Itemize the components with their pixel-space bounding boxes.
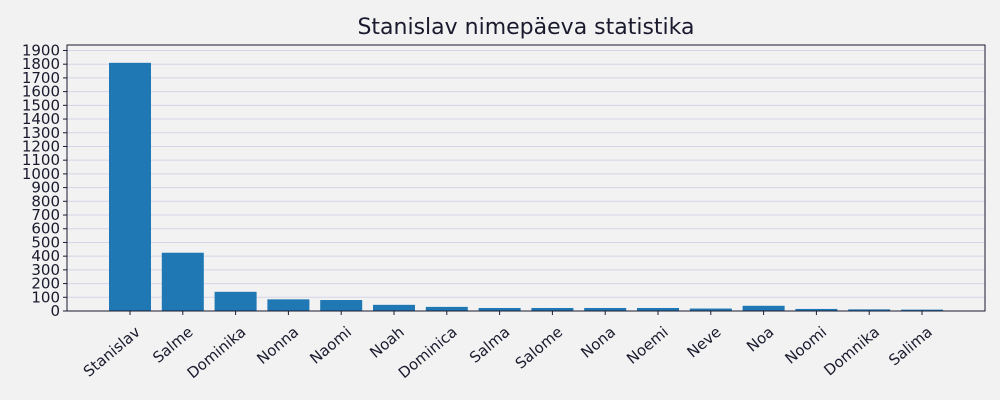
gridlines (67, 49, 985, 312)
y-tick-label: 300 (31, 261, 60, 279)
bar (320, 300, 363, 311)
y-tick-label: 600 (31, 220, 60, 238)
plot-area (67, 45, 985, 311)
x-tick-label: Salima (885, 323, 936, 369)
x-tick-label: Nona (577, 323, 619, 362)
bar (214, 291, 257, 311)
x-tick-label: Noah (366, 323, 408, 362)
y-axis: 0100200300400500600700800900100011001200… (22, 41, 67, 320)
y-tick-label: 1900 (22, 41, 60, 59)
chart-title: Stanislav nimepäeva statistika (357, 15, 694, 40)
bar (689, 308, 732, 311)
y-tick-label: 1400 (22, 110, 60, 128)
bar (584, 307, 627, 311)
x-tick-label: Salma (466, 323, 513, 367)
y-tick-label: 900 (31, 179, 60, 197)
y-tick-label: 0 (50, 302, 60, 320)
bar (373, 304, 415, 311)
y-tick-label: 1200 (22, 137, 60, 155)
bar (637, 307, 679, 311)
x-tick-label: Stanislav (80, 323, 144, 381)
x-tick-label: Noomi (782, 323, 831, 368)
bar (161, 252, 204, 311)
y-tick-label: 400 (31, 247, 60, 265)
y-tick-label: 1300 (22, 124, 60, 142)
bars (109, 62, 943, 312)
x-tick-label: Noemi (623, 323, 672, 368)
bar (109, 62, 151, 312)
y-tick-label: 1000 (22, 165, 60, 183)
y-tick-label: 1100 (22, 151, 60, 169)
x-tick-label: Noa (743, 323, 777, 356)
x-tick-label: Nonna (253, 323, 302, 368)
bar (848, 309, 891, 311)
y-tick-label: 1500 (22, 96, 60, 114)
y-tick-label: 700 (31, 206, 60, 224)
bar (901, 309, 943, 311)
x-tick-label: Salme (149, 323, 196, 367)
y-tick-label: 200 (31, 275, 60, 293)
y-tick-label: 100 (31, 288, 60, 306)
x-tick-label: Dominika (184, 323, 250, 382)
y-tick-label: 1600 (22, 83, 60, 101)
bar (478, 307, 521, 311)
plot-frame (66, 44, 986, 312)
bar (795, 308, 838, 311)
y-tick-label: 500 (31, 233, 60, 251)
x-tick-label: Salome (512, 323, 566, 373)
x-tick-label: Dominica (395, 323, 461, 382)
x-tick-label: Domnika (820, 323, 883, 380)
y-tick-label: 1700 (22, 69, 60, 87)
x-tick-label: Neve (683, 323, 724, 362)
y-tick-label: 800 (31, 192, 60, 210)
bar (742, 305, 785, 311)
bar (531, 307, 574, 311)
x-tick-label: Naomi (306, 323, 355, 368)
bar (267, 299, 310, 311)
y-tick-label: 1800 (22, 55, 60, 73)
bar (425, 306, 468, 311)
